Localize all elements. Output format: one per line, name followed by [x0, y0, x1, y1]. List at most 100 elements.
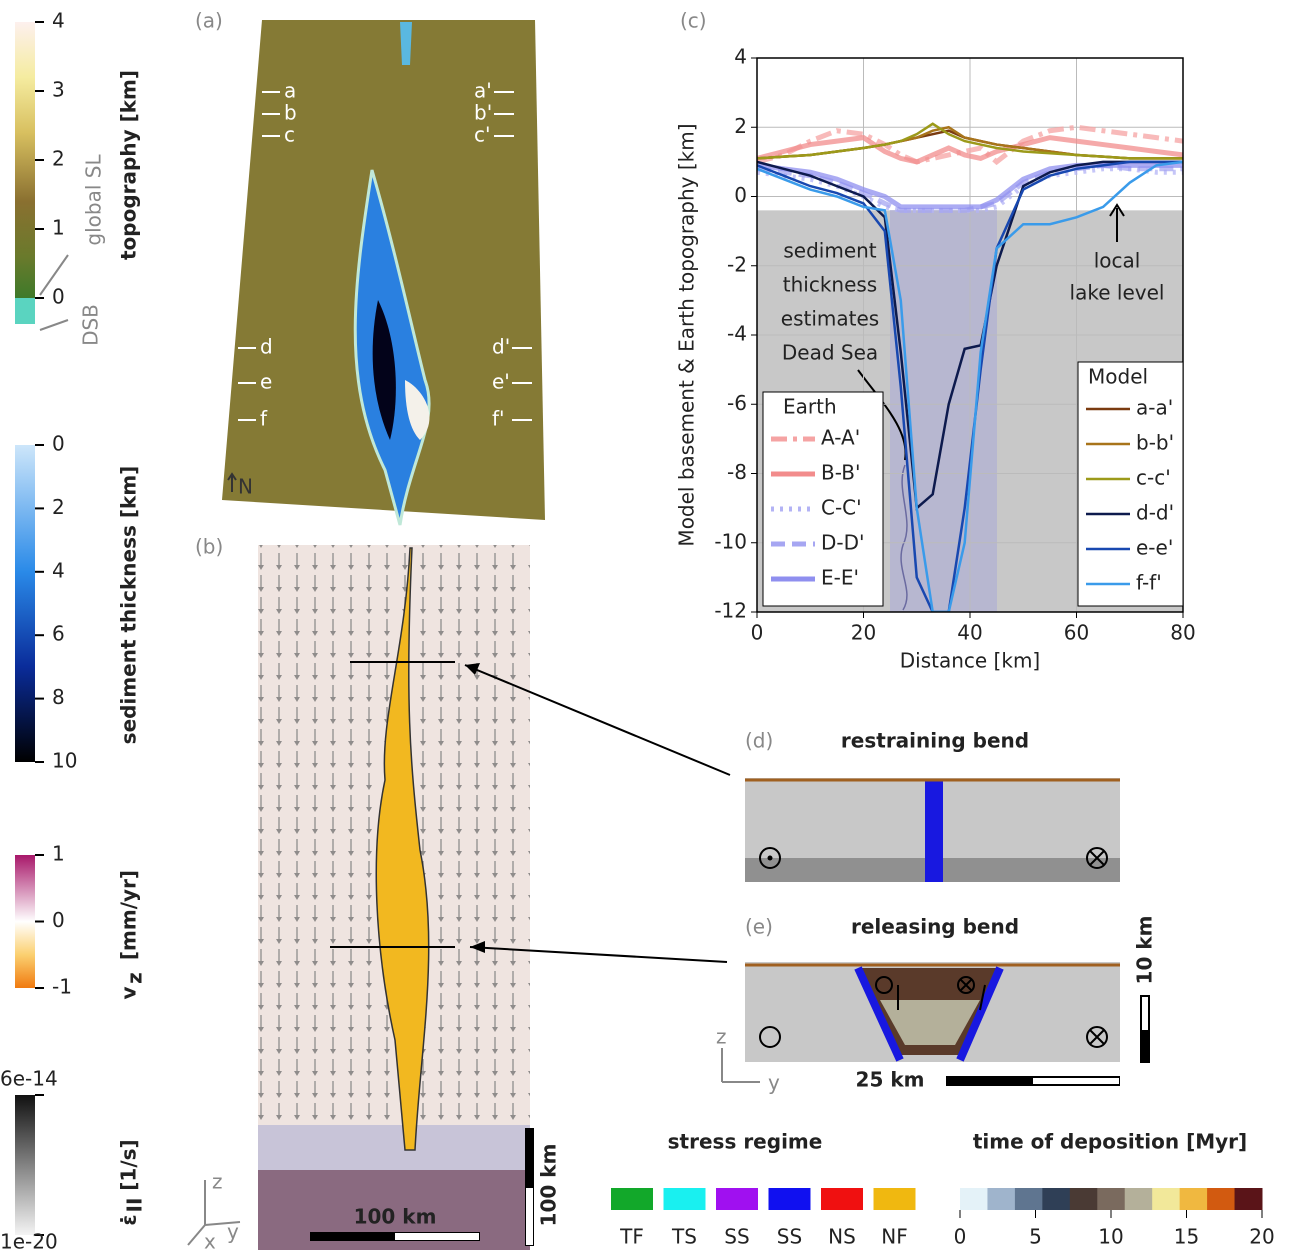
annotation: estimates: [781, 307, 879, 331]
deposition-swatch: [1180, 1188, 1208, 1210]
profile-label: f': [492, 407, 505, 431]
colorbar-tick-label: 1e-20: [0, 1230, 58, 1254]
deposition-swatch: [1207, 1188, 1235, 1210]
scale-bar-e-white: [1033, 1078, 1119, 1084]
x-axis-label: Distance [km]: [900, 649, 1040, 673]
colorbar-label: sediment thickness [km]: [117, 466, 141, 745]
legend-title: stress regime: [668, 1130, 823, 1154]
deposition-swatch: [1235, 1188, 1263, 1210]
y-tick-label: 0: [734, 183, 747, 207]
colorbar-tick-label: 6: [52, 622, 65, 646]
profile-label: a: [284, 79, 296, 103]
channel: [400, 22, 412, 65]
stress-swatch: [611, 1188, 653, 1210]
axis-letter: y: [768, 1071, 780, 1095]
colorbar-note: DSB: [79, 304, 103, 346]
legend-label: b-b': [1136, 431, 1174, 455]
x-tick-label: 0: [751, 621, 764, 645]
colorbar-unit: [mm/yr]: [117, 870, 141, 960]
vertical-scale-e-white: [1142, 997, 1148, 1030]
deposition-swatch: [1015, 1188, 1043, 1210]
stress-label: SS: [777, 1225, 802, 1249]
vertical-scale-label: 100 km: [537, 1144, 561, 1227]
y-tick-label: 2: [734, 114, 747, 138]
x-tick-label: 20: [851, 621, 876, 645]
y-tick-label: -12: [714, 599, 747, 623]
annotation: Dead Sea: [782, 341, 878, 365]
colorbar-tick-label: -1: [52, 975, 72, 999]
colorbar-subscript: z: [123, 972, 147, 984]
stress-label: NS: [828, 1225, 856, 1249]
dsb-colorbar: [15, 298, 35, 324]
stress-label: SS: [724, 1225, 749, 1249]
profile-label: d': [492, 335, 510, 359]
axis-letter: z: [212, 1170, 223, 1194]
colorbar-tick-label: 4: [52, 558, 65, 582]
legend-label: E-E': [821, 566, 859, 590]
stress-label: TF: [619, 1225, 644, 1249]
panel-label: (e): [745, 915, 773, 939]
legend-label: e-e': [1136, 536, 1173, 560]
vertical-scale-label: 10 km: [1133, 916, 1157, 985]
deposition-swatch: [1042, 1188, 1070, 1210]
colorbar-unit: [1/s]: [117, 1139, 141, 1190]
colorbar-symbol: ε̇: [117, 1214, 141, 1225]
scale-label: 25 km: [856, 1068, 925, 1092]
annotation: sediment: [783, 239, 876, 263]
legend-title: time of deposition [Myr]: [973, 1130, 1247, 1154]
section-title: restraining bend: [841, 729, 1029, 753]
vz-colorbar: [15, 855, 35, 988]
deposition-tick-label: 0: [954, 1225, 967, 1249]
axis-letter: x: [204, 1230, 216, 1254]
colorbar-label: topography [km]: [117, 70, 141, 260]
profile-label: c: [284, 123, 295, 147]
figure: (a)(b)(c)(d)(e)012340246810-1016e-141e-2…: [0, 0, 1301, 1255]
sediment-colorbar: [15, 445, 35, 762]
y-tick-label: -2: [727, 252, 747, 276]
stress-swatch: [664, 1188, 706, 1210]
deposition-tick-label: 5: [1029, 1225, 1042, 1249]
colorbar-tick-label: 0: [52, 908, 65, 932]
y-tick-label: -4: [727, 322, 747, 346]
legend-label: B-B': [821, 461, 860, 485]
legend-label: c-c': [1136, 466, 1171, 490]
profile-label: e: [260, 370, 272, 394]
deposition-tick-label: 15: [1174, 1225, 1199, 1249]
colorbar-tick-label: 1: [52, 216, 65, 240]
colorbar-tick-label: 1: [52, 842, 65, 866]
profile-label: a': [474, 79, 492, 103]
dot: [768, 856, 773, 861]
profile-label: f: [260, 407, 268, 431]
legend-title: Earth: [783, 395, 837, 419]
deposition-tick-label: 10: [1098, 1225, 1123, 1249]
colorbar-tick-label: 8: [52, 685, 65, 709]
stress-swatch: [769, 1188, 811, 1210]
panel-label: (b): [195, 535, 223, 559]
panel-label: (a): [195, 9, 223, 33]
annotation: lake level: [1070, 281, 1165, 305]
legend-label: f-f': [1136, 571, 1162, 595]
strain-colorbar: [15, 1095, 35, 1235]
x-tick-label: 80: [1170, 621, 1195, 645]
legend-label: D-D': [821, 531, 865, 555]
panel-label: (c): [680, 9, 707, 33]
colorbar-tick-label: 0: [52, 285, 65, 309]
panel-label: (d): [745, 729, 773, 753]
stress-label: TS: [671, 1225, 697, 1249]
deposition-swatch: [1097, 1188, 1125, 1210]
topography-colorbar: [15, 22, 35, 298]
deposition-swatch: [1125, 1188, 1153, 1210]
annotation: thickness: [783, 273, 877, 297]
colorbar-tick-label: 0: [52, 432, 65, 456]
y-tick-label: -10: [714, 529, 747, 553]
colorbar-subscript: II: [123, 1198, 147, 1213]
legend-title: Model: [1088, 365, 1148, 389]
deposition-swatch: [1070, 1188, 1098, 1210]
section-title: releasing bend: [851, 915, 1019, 939]
legend-label: a-a': [1136, 396, 1173, 420]
y-tick-label: -6: [727, 391, 747, 415]
legend-label: C-C': [821, 496, 862, 520]
deposition-swatch: [960, 1188, 988, 1210]
north-label: N: [238, 475, 253, 499]
colorbar-tick-label: 6e-14: [0, 1067, 58, 1091]
